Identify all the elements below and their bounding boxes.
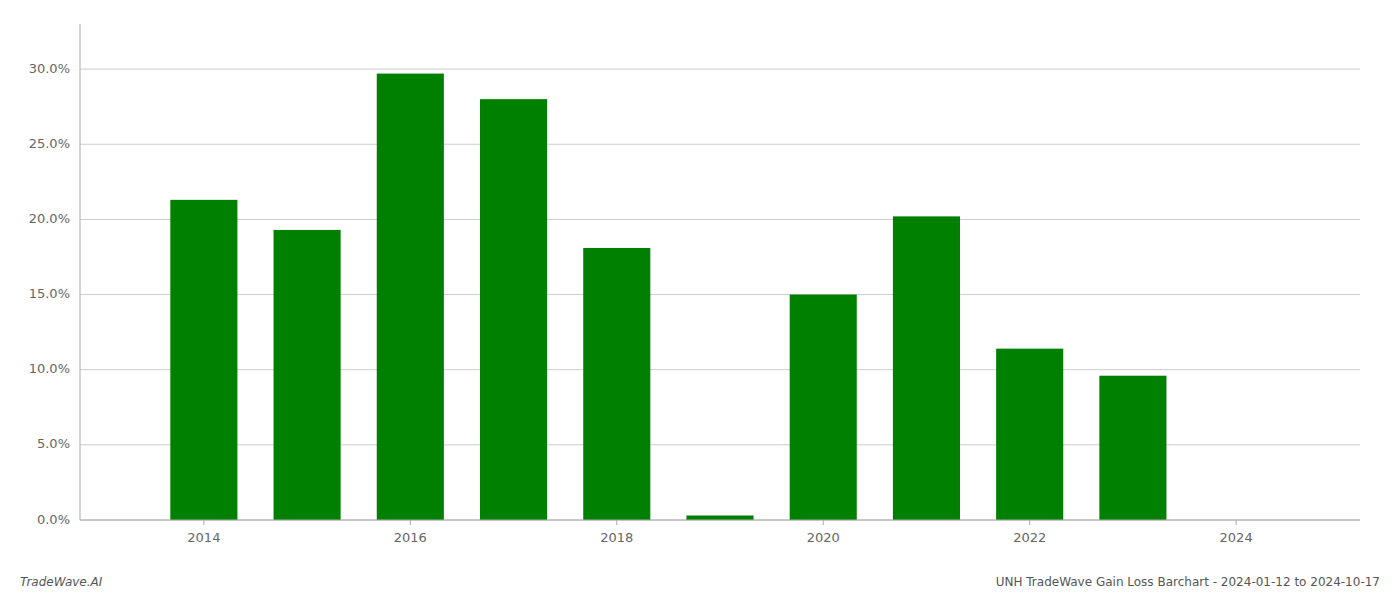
bar	[686, 515, 753, 520]
x-tick-label: 2018	[600, 530, 633, 545]
grid-line	[80, 369, 1360, 370]
x-tick-label: 2016	[394, 530, 427, 545]
x-axis-line	[80, 520, 1360, 521]
x-tick-label: 2024	[1220, 530, 1253, 545]
y-axis-line	[80, 24, 81, 520]
y-tick-label: 5.0%	[37, 436, 70, 451]
y-tick-label: 0.0%	[37, 512, 70, 527]
bar	[274, 230, 341, 520]
y-tick-label: 15.0%	[29, 286, 70, 301]
grid-line	[80, 520, 1360, 521]
x-tick	[203, 520, 204, 525]
y-tick-label: 10.0%	[29, 361, 70, 376]
bar	[583, 248, 650, 520]
x-tick	[1236, 520, 1237, 525]
y-tick-label: 25.0%	[29, 136, 70, 151]
grid-line	[80, 294, 1360, 295]
bar	[1099, 376, 1166, 520]
x-tick	[616, 520, 617, 525]
x-ticks: 2014 2016 2018 2020 2022 2024	[187, 520, 1252, 545]
x-tick	[823, 520, 824, 525]
bar	[480, 99, 547, 520]
chart-container: 0.0%5.0%10.0%15.0%20.0%25.0%30.0%2014201…	[0, 0, 1400, 600]
y-grid	[80, 69, 1360, 520]
bars	[170, 74, 1166, 520]
chart-svg: 0.0%5.0%10.0%15.0%20.0%25.0%30.0%2014201…	[0, 0, 1400, 600]
bar	[170, 200, 237, 520]
bar	[996, 349, 1063, 520]
bar	[377, 74, 444, 520]
grid-line	[80, 444, 1360, 445]
background	[0, 0, 1400, 600]
grid-line	[80, 69, 1360, 70]
grid-line	[80, 219, 1360, 220]
x-tick-label: 2020	[807, 530, 840, 545]
bar	[790, 295, 857, 520]
x-tick	[1029, 520, 1030, 525]
bar	[893, 216, 960, 520]
x-tick-label: 2022	[1013, 530, 1046, 545]
footer-left: TradeWave.AI	[20, 575, 103, 589]
y-tick-labels: 0.0% 5.0% 10.0% 15.0% 20.0% 25.0% 30.0%	[29, 61, 70, 527]
x-tick-label: 2014	[187, 530, 220, 545]
footer-right: UNH TradeWave Gain Loss Barchart - 2024-…	[996, 575, 1380, 589]
grid-line	[80, 144, 1360, 145]
y-tick-label: 20.0%	[29, 211, 70, 226]
x-tick	[410, 520, 411, 525]
y-tick-label: 30.0%	[29, 61, 70, 76]
